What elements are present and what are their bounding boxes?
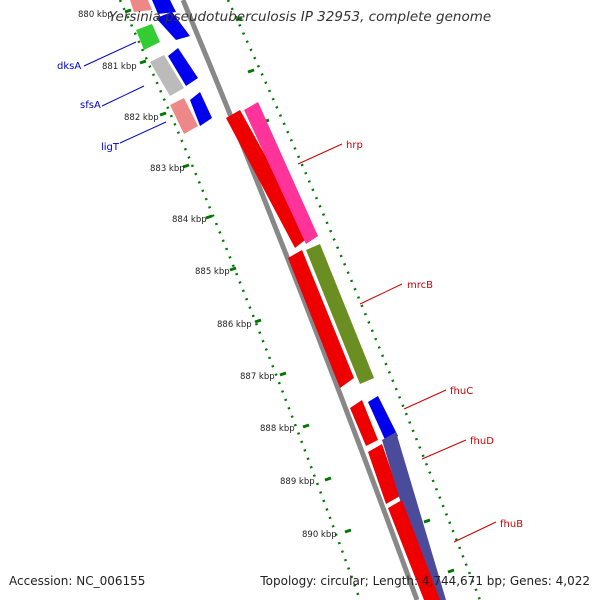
outer-dotted-arc xyxy=(226,0,482,600)
gene-block xyxy=(288,250,354,388)
leader-line xyxy=(101,85,145,107)
gene-block xyxy=(150,55,184,96)
tick-labels: 880 kbp 881 kbp 882 kbp 883 kbp 884 kbp … xyxy=(78,10,337,540)
genome-summary-text: Topology: circular; Length: 4,744,671 bp… xyxy=(260,574,590,588)
gene-block xyxy=(226,110,310,248)
inner-dotted-arc xyxy=(118,0,362,600)
tick-label-887: 887 kbp xyxy=(240,372,275,382)
tick-label-883: 883 kbp xyxy=(150,164,185,174)
leader-line xyxy=(83,41,137,67)
gene-block xyxy=(130,0,152,12)
leader-line xyxy=(421,439,467,460)
gene-block xyxy=(170,98,198,134)
gene-block xyxy=(306,244,374,384)
tick-label-880: 880 kbp xyxy=(78,10,113,20)
gene-label-fhuB: fhuB xyxy=(500,519,523,530)
accession-text: Accession: NC_006155 xyxy=(9,574,146,588)
forward-gene-labels: hrp mrcB fhuC fhuD fhuB xyxy=(297,140,523,543)
gene-block xyxy=(382,432,446,600)
gene-block xyxy=(350,400,378,446)
genome-backbone xyxy=(180,0,420,600)
tick-label-889: 889 kbp xyxy=(280,477,315,487)
gene-block xyxy=(388,500,440,600)
gene-label-fhuD: fhuD xyxy=(470,436,494,447)
forward-strand-genes xyxy=(226,102,446,600)
reverse-strand-genes xyxy=(130,0,212,134)
outer-ticks xyxy=(235,16,455,574)
tick-label-882: 882 kbp xyxy=(124,113,159,123)
gene-block xyxy=(168,48,198,86)
gene-block xyxy=(152,0,176,14)
gene-label-hrp: hrp xyxy=(346,140,363,151)
tick-label-888: 888 kbp xyxy=(260,424,295,434)
gene-label-mrcB: mrcB xyxy=(407,280,433,291)
leader-line xyxy=(359,283,403,305)
tick-label-885: 885 kbp xyxy=(195,267,230,277)
gene-label-sfsA: sfsA xyxy=(80,100,101,111)
tick-label-890: 890 kbp xyxy=(302,530,337,540)
map-title: Yersinia pseudotuberculosis IP 32953, co… xyxy=(108,9,492,25)
gene-block xyxy=(190,92,212,126)
gene-block xyxy=(368,444,400,504)
gene-block xyxy=(244,102,318,244)
reverse-gene-labels: dksA sfsA ligT xyxy=(57,41,167,153)
leader-line xyxy=(297,143,343,165)
tick-label-881: 881 kbp xyxy=(102,62,137,72)
gene-label-dksA: dksA xyxy=(57,61,81,72)
leader-line xyxy=(119,121,167,144)
leader-line xyxy=(403,389,447,410)
gene-label-fhuC: fhuC xyxy=(450,386,473,397)
gene-block xyxy=(368,396,398,442)
inner-ticks xyxy=(124,8,352,534)
gene-block xyxy=(136,24,160,50)
leader-line xyxy=(453,521,497,543)
gene-label-ligT: ligT xyxy=(101,142,120,153)
tick-label-884: 884 kbp xyxy=(172,215,207,225)
tick-label-886: 886 kbp xyxy=(217,320,252,330)
gene-block xyxy=(156,12,190,40)
